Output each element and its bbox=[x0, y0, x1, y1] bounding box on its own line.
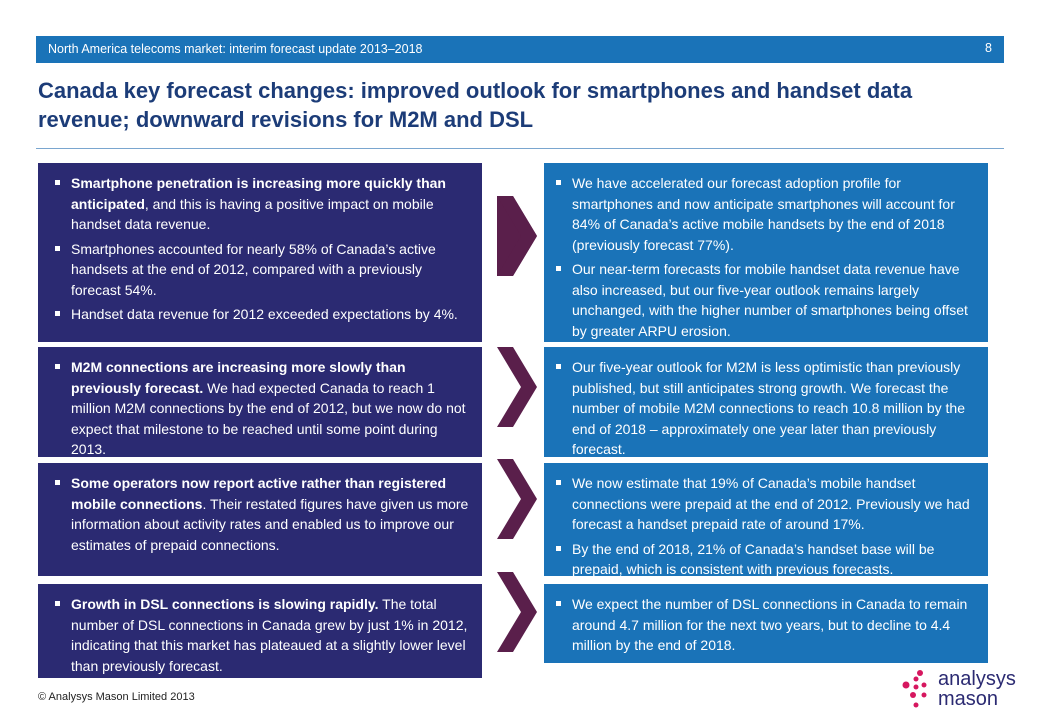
arrow-right-icon bbox=[497, 347, 537, 427]
smartphone-outlook-box: We have accelerated our forecast adoptio… bbox=[544, 163, 988, 342]
dsl-findings-list: Growth in DSL connections is slowing rap… bbox=[55, 594, 470, 676]
title-divider bbox=[36, 148, 1004, 149]
prepaid-outlook-box: We now estimate that 19% of Canada’s mob… bbox=[544, 463, 988, 577]
m2m-outlook-box: Our five-year outlook for M2M is less op… bbox=[544, 347, 988, 457]
m2m-outlook-list: Our five-year outlook for M2M is less op… bbox=[556, 357, 976, 460]
arrow-right-icon bbox=[497, 459, 537, 539]
analysys-mason-logo: analysys mason bbox=[886, 665, 1016, 713]
dsl-outlook-box: We expect the number of DSL connections … bbox=[544, 584, 988, 663]
dsl-outlook-list: We expect the number of DSL connections … bbox=[556, 594, 976, 656]
list-item: By the end of 2018, 21% of Canada’s hand… bbox=[556, 539, 976, 580]
list-item: Our near-term forecasts for mobile hands… bbox=[556, 259, 976, 341]
m2m-findings-box: M2M connections are increasing more slow… bbox=[38, 347, 482, 457]
dsl-findings-box: Growth in DSL connections is slowing rap… bbox=[38, 584, 482, 678]
header-bar: North America telecoms market: interim f… bbox=[36, 36, 1004, 63]
list-item: Handset data revenue for 2012 exceeded e… bbox=[55, 304, 470, 325]
list-item: We have accelerated our forecast adoptio… bbox=[556, 173, 976, 255]
copyright-text: © Analysys Mason Limited 2013 bbox=[38, 691, 195, 703]
logo-text-mason: mason bbox=[938, 688, 999, 710]
list-item: Our five-year outlook for M2M is less op… bbox=[556, 357, 976, 460]
logo-text-analysys: analysys bbox=[938, 668, 1016, 690]
list-item: Smartphones accounted for nearly 58% of … bbox=[55, 239, 470, 301]
page-title: Canada key forecast changes: improved ou… bbox=[38, 78, 913, 132]
smartphone-outlook-list: We have accelerated our forecast adoptio… bbox=[556, 173, 976, 341]
smartphone-findings-box: Smartphone penetration is increasing mor… bbox=[38, 163, 482, 342]
smartphone-findings-list: Smartphone penetration is increasing mor… bbox=[55, 173, 470, 325]
list-item: Growth in DSL connections is slowing rap… bbox=[55, 594, 470, 676]
prepaid-findings-box: Some operators now report active rather … bbox=[38, 463, 482, 576]
m2m-findings-list: M2M connections are increasing more slow… bbox=[55, 357, 470, 460]
header-bar-title: North America telecoms market: interim f… bbox=[48, 42, 423, 56]
page-number: 8 bbox=[985, 41, 992, 55]
list-item: We now estimate that 19% of Canada’s mob… bbox=[556, 473, 976, 535]
prepaid-outlook-list: We now estimate that 19% of Canada’s mob… bbox=[556, 473, 976, 580]
logo-dots-icon bbox=[902, 670, 927, 708]
prepaid-findings-list: Some operators now report active rather … bbox=[55, 473, 470, 555]
arrow-right-icon bbox=[497, 196, 537, 276]
list-item: We expect the number of DSL connections … bbox=[556, 594, 976, 656]
list-item: M2M connections are increasing more slow… bbox=[55, 357, 470, 460]
list-item: Some operators now report active rather … bbox=[55, 473, 470, 555]
list-item: Smartphone penetration is increasing mor… bbox=[55, 173, 470, 235]
arrow-right-icon bbox=[497, 572, 537, 652]
